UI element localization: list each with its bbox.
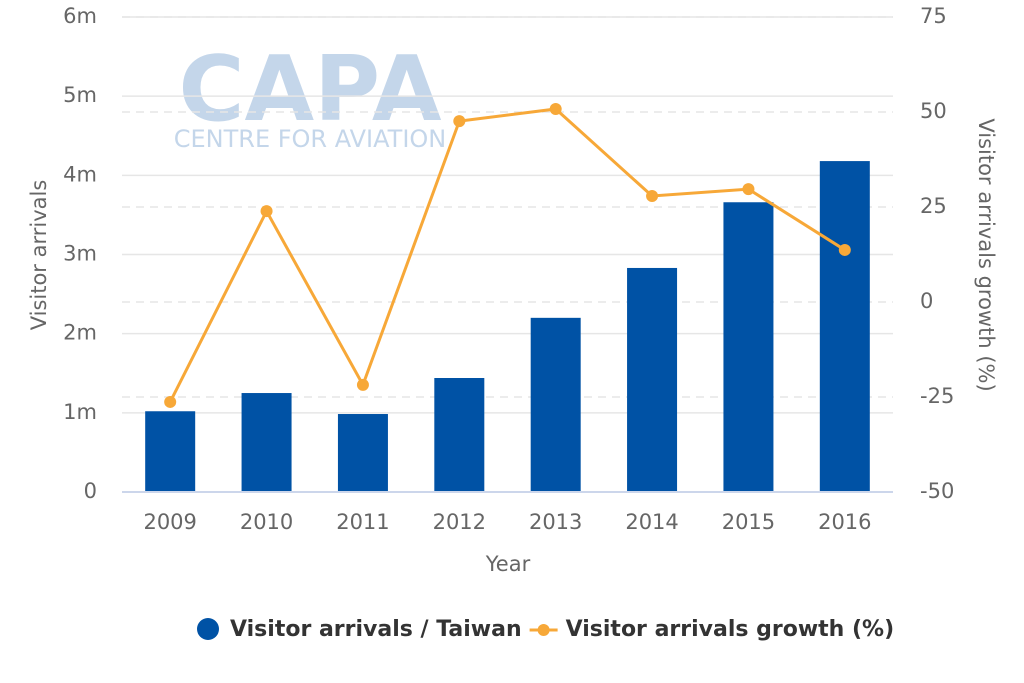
y-tick-label: 6m xyxy=(63,4,97,28)
line xyxy=(168,107,846,403)
bar xyxy=(241,393,292,492)
x-tick-label: 2015 xyxy=(722,510,775,534)
y-tick-label: 5m xyxy=(63,83,97,107)
bar xyxy=(819,161,870,493)
line-point xyxy=(646,189,659,202)
y-tick-label: 0 xyxy=(84,479,97,503)
line-point xyxy=(838,243,851,256)
line-point xyxy=(164,395,177,408)
bar xyxy=(530,317,581,492)
x-tick-label: 2009 xyxy=(143,510,196,534)
x-tick-label: 2011 xyxy=(336,510,389,534)
y2-tick-label: -25 xyxy=(920,384,954,408)
x-tick-label: 2012 xyxy=(433,510,486,534)
watermark-subtitle: CENTRE FOR AVIATION xyxy=(174,125,447,153)
line-point xyxy=(549,102,562,115)
y-tick-label: 3m xyxy=(63,242,97,266)
line-point xyxy=(260,205,273,218)
x-tick-label: 2014 xyxy=(625,510,678,534)
line-point xyxy=(356,378,369,391)
bar xyxy=(627,267,678,492)
y-tick-label: 2m xyxy=(63,321,97,345)
bar xyxy=(723,202,774,492)
line-point xyxy=(453,115,466,128)
y2-tick-label: -50 xyxy=(920,479,954,503)
y-tick-label: 4m xyxy=(63,162,97,186)
y2-tick-label: 0 xyxy=(920,289,933,313)
y-tick-label: 1m xyxy=(63,400,97,424)
line-point xyxy=(742,183,755,196)
watermark: CAPA xyxy=(178,37,441,142)
legend-label: Visitor arrivals growth (%) xyxy=(566,617,895,642)
x-tick-label: 2010 xyxy=(240,510,293,534)
y2-tick-label: 75 xyxy=(920,4,947,28)
legend-marker xyxy=(537,624,550,636)
bar xyxy=(145,411,196,492)
y-axis-title: Visitor arrivals xyxy=(27,180,51,331)
legend-label: Visitor arrivals / Taiwan xyxy=(230,617,522,642)
y2-axis-title: Visitor arrivals growth (%) xyxy=(974,118,998,391)
x-tick-label: 2016 xyxy=(818,510,871,534)
bar xyxy=(434,378,485,492)
x-tick-label: 2013 xyxy=(529,510,582,534)
x-axis-title: Year xyxy=(485,552,531,576)
bar xyxy=(337,414,388,492)
legend-marker xyxy=(197,618,219,640)
y2-tick-label: 25 xyxy=(920,194,947,218)
y2-tick-label: 50 xyxy=(920,99,947,123)
